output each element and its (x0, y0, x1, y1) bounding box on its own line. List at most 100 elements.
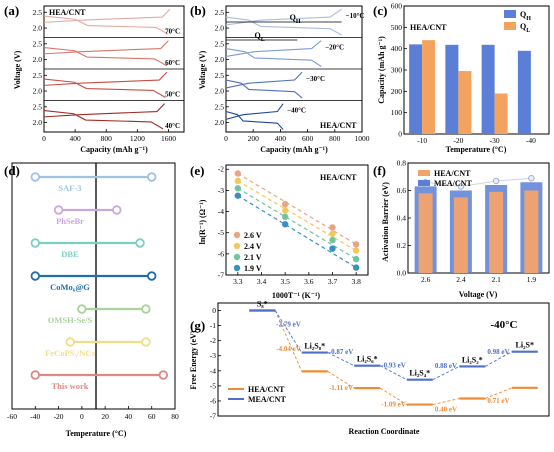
panel-b-charge-curve (225, 8, 342, 26)
panel-d-item-label: DBE (61, 249, 79, 259)
panel-d-xtick-label: 80 (171, 412, 179, 421)
panel-f-bar-hea (418, 193, 433, 273)
panel-e-fit-line (237, 172, 357, 245)
panel-g-step-label: -0.93 eV (381, 362, 406, 370)
panel-d-range-max (141, 304, 151, 314)
panel-d-range-min (65, 337, 75, 347)
panel-c-xtick-label: -10 (417, 136, 427, 145)
panel-g-ytick-label: -5 (210, 381, 216, 390)
panel-f-bar-hea (524, 190, 539, 273)
panel-label-b: (b) (190, 3, 206, 18)
panel-e-point (352, 247, 360, 254)
panel-b-xtick-label: 400 (275, 134, 287, 143)
panel-label-a: (a) (4, 3, 19, 18)
panel-e-ytick-label: -5 (218, 228, 224, 237)
panel-a-charge-curve (43, 8, 171, 23)
panel-e-point (329, 224, 336, 231)
panel-g-connector (274, 310, 303, 353)
panel-c-ytick-label: 300 (391, 66, 403, 75)
panel-b-ytick-label: 2.5 (215, 8, 225, 17)
panel-c-xlabel: Temperature (°C) (446, 145, 507, 154)
panel-e-xtick-label: 3.6 (304, 277, 314, 286)
panel-a-ytick-label: 2.5 (33, 39, 43, 48)
panel-e-ytick-label: -7 (218, 271, 224, 280)
panel-f-trend-line (425, 177, 532, 188)
panel-g-connector (274, 310, 303, 372)
panel-b-xtick-label: 600 (302, 134, 314, 143)
panel-g-connector (432, 398, 460, 405)
panel-a-discharge-curve (43, 15, 169, 35)
panel-g-ytick-label: -2 (210, 336, 216, 345)
panel-e-point (234, 177, 242, 185)
panel-g-ylabel: Free Energy (eV) (189, 330, 198, 389)
panel-g-step-label: 0.40 eV (435, 406, 457, 414)
panel-f-ytick-label: 0.6 (397, 186, 407, 195)
panel-e-xtick-label: 3.5 (280, 277, 290, 286)
panel-c-bar (481, 44, 495, 134)
panel-g-ytick-label: -1 (210, 321, 216, 330)
panel-e-legend-title: HEA/CNT (320, 173, 357, 182)
panel-e-point (352, 241, 360, 248)
panel-b-xtick-label: 200 (248, 134, 260, 143)
panel-e: (e) HEA/CNT 2.6 V 2.4 V 2.1 V 1.9 V3.3 3.4 3.… (190, 163, 369, 300)
panel-g-ytick-label: 0 (212, 306, 216, 315)
panel-g-legend-label: MEA/CNT (248, 395, 286, 404)
panel-e-point (281, 213, 289, 221)
panel-b-xlabel: Capacity (mAh g⁻¹) (260, 145, 328, 154)
panel-a-ylabel: Voltage (V) (13, 50, 22, 89)
panel-g-species-label: Li₂S₂* (462, 355, 483, 364)
panel-b-series-label: −40°C (287, 107, 306, 115)
panel-d-item-label: OMSH-Se/S (48, 315, 93, 325)
panel-g-ytick-label: -4 (210, 366, 216, 375)
panel-g-species-label: Li₂S₄* (409, 369, 430, 378)
panel-d-range-min (30, 370, 40, 380)
panel-a-charge-curve (43, 40, 169, 55)
panel-f-legend-swatch (418, 170, 430, 176)
panel-b-charge-curve (225, 71, 303, 89)
panel-d-range-min (30, 238, 40, 248)
panel-d-frame (11, 162, 176, 410)
panel-b-ql-label: QL (255, 31, 265, 43)
panel-g-step-label: 0.98 eV (487, 348, 509, 356)
panel-b-discharge-curve (225, 16, 342, 36)
panel-a-ytick-label: 2.5 (33, 8, 43, 17)
panel-c-legend-swatch (504, 22, 516, 30)
panel-g-frame (217, 302, 550, 417)
panel-e-point (281, 200, 289, 208)
panel-b-ytick-label: 2.0 (215, 24, 225, 33)
panel-d-xlabel: Temperature (°C) (66, 429, 127, 438)
panel-d-xtick-label: 40 (125, 412, 133, 421)
panel-f-legend-swatch (418, 180, 430, 186)
panel-a-ytick-label: 2.0 (33, 118, 43, 127)
panel-e-point (329, 236, 336, 244)
panel-a-discharge-curve (43, 47, 168, 67)
panel-e-frame (225, 164, 369, 276)
panel-d-xtick-label: -20 (54, 412, 64, 421)
panel-f-xtick-label: 2.4 (456, 275, 466, 284)
panel-b-series-label: −30°C (306, 75, 325, 83)
panel-d-range-max (141, 337, 151, 347)
panel-d-item-label: SAF-3 (58, 183, 81, 193)
panel-f-ytick-label: 0.8 (397, 159, 407, 168)
panel-a-ytick-label: 2.5 (33, 102, 43, 111)
panel-b-charge-curve (225, 103, 284, 120)
panel-g-connector (327, 371, 355, 389)
panel-d-range-min (30, 172, 40, 182)
panel-b-legend: HEA/CNT (320, 121, 357, 130)
panel-e-xlabel: 1000T⁻¹ (K⁻¹) (272, 291, 320, 300)
panel-f: (f) 2.6 2.4 2.1 1.9 0.0 0.2 0.4 0.6 0.8 HEA/CNTME… (373, 159, 550, 299)
panel-c-legend-label: QL (520, 22, 530, 34)
panel-label-f: (f) (373, 163, 386, 178)
panel-label-g: (g) (190, 318, 205, 333)
panel-a-series-label: 60°C (165, 59, 180, 67)
panel-f-bar-hea (489, 191, 504, 273)
panel-e-xtick-label: 3.4 (257, 277, 267, 286)
panel-f-xtick-label: 2.6 (421, 275, 431, 284)
panel-a-series-label: 70°C (165, 28, 180, 36)
panel-a-xtick-label: 1200 (130, 134, 145, 143)
panel-c-ytick-label: 200 (391, 87, 403, 96)
panel-b-ytick-label: 2.5 (215, 39, 225, 48)
panel-e-legend-label: 1.9 V (244, 264, 262, 273)
panel-c-legend-title: HEA/CNT (410, 23, 447, 32)
